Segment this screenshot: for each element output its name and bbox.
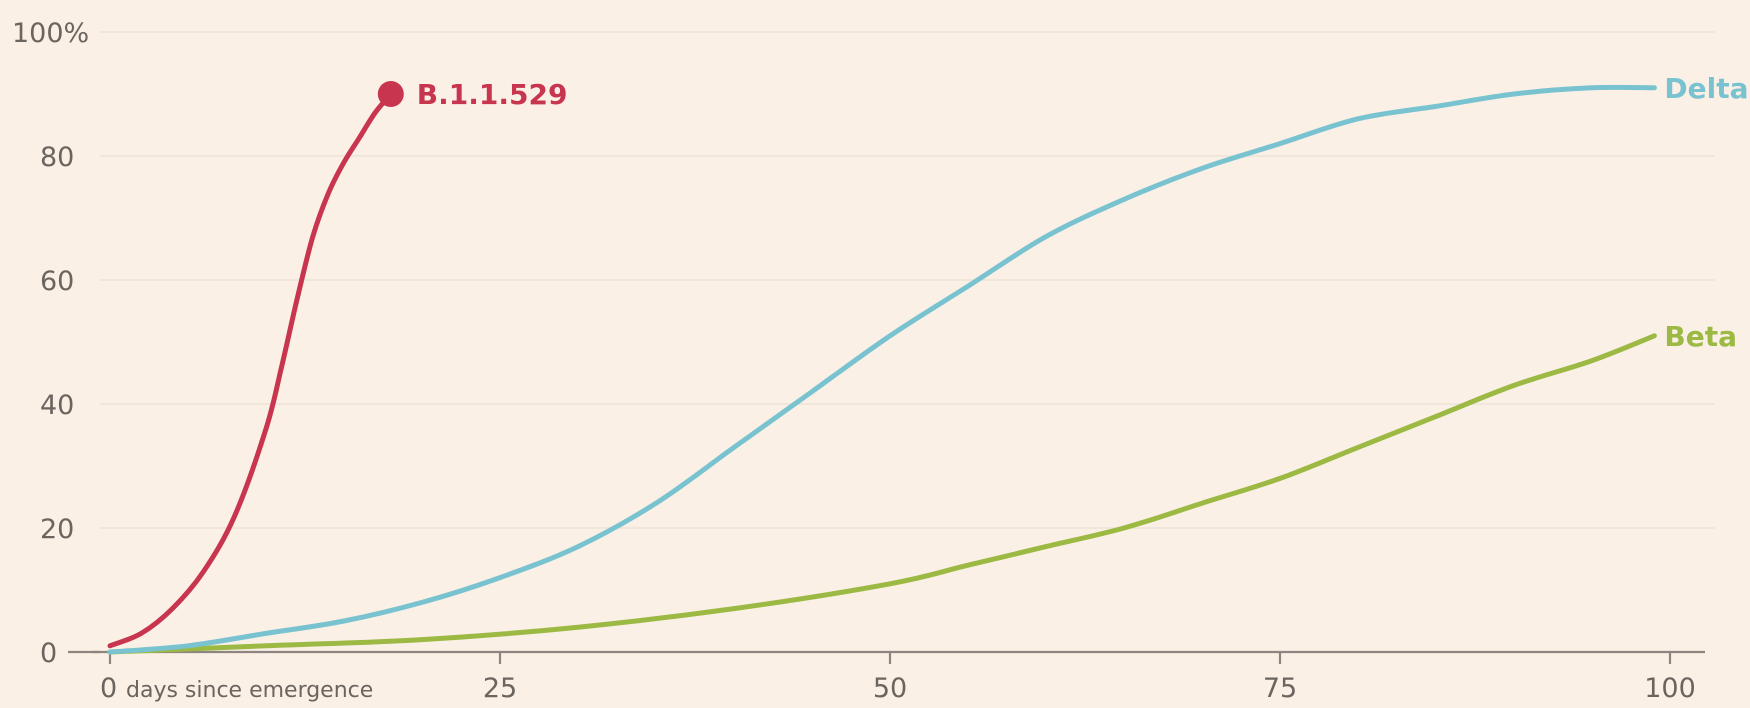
x-tick-label: 75 — [1263, 673, 1297, 704]
x-tick-label: 50 — [873, 673, 907, 704]
y-tick-label: 40 — [40, 390, 74, 421]
x-axis-unit-label: days since emergence — [126, 678, 373, 703]
y-tick-label: 100% — [12, 18, 89, 49]
x-axis: 0 days since emergence 25 50 75 100 — [92, 650, 1705, 704]
x-tick-label: 25 — [483, 673, 517, 704]
x-tick-label: 0 — [100, 673, 117, 704]
series-label-beta: Beta — [1664, 320, 1737, 353]
y-tick-label: 20 — [40, 514, 74, 545]
series-line-delta — [107, 84, 1657, 655]
x-tick-label: 100 — [1644, 673, 1696, 704]
y-tick-label: 80 — [40, 142, 74, 173]
y-tick-label: 0 — [40, 638, 57, 669]
series-label-b-1-1-529: B.1.1.529 — [417, 78, 568, 111]
series-line-b-1-1-529 — [107, 91, 394, 649]
series-line-beta — [107, 333, 1657, 655]
series-label-delta: Delta — [1664, 72, 1748, 105]
series-end-marker-b-1-1-529 — [377, 81, 404, 107]
y-tick-label: 60 — [40, 266, 74, 297]
y-axis: 0 20 40 60 80 100% — [12, 18, 100, 669]
series-layer: Beta Delta B.1.1.529 — [107, 72, 1749, 655]
gridlines — [100, 31, 1715, 529]
